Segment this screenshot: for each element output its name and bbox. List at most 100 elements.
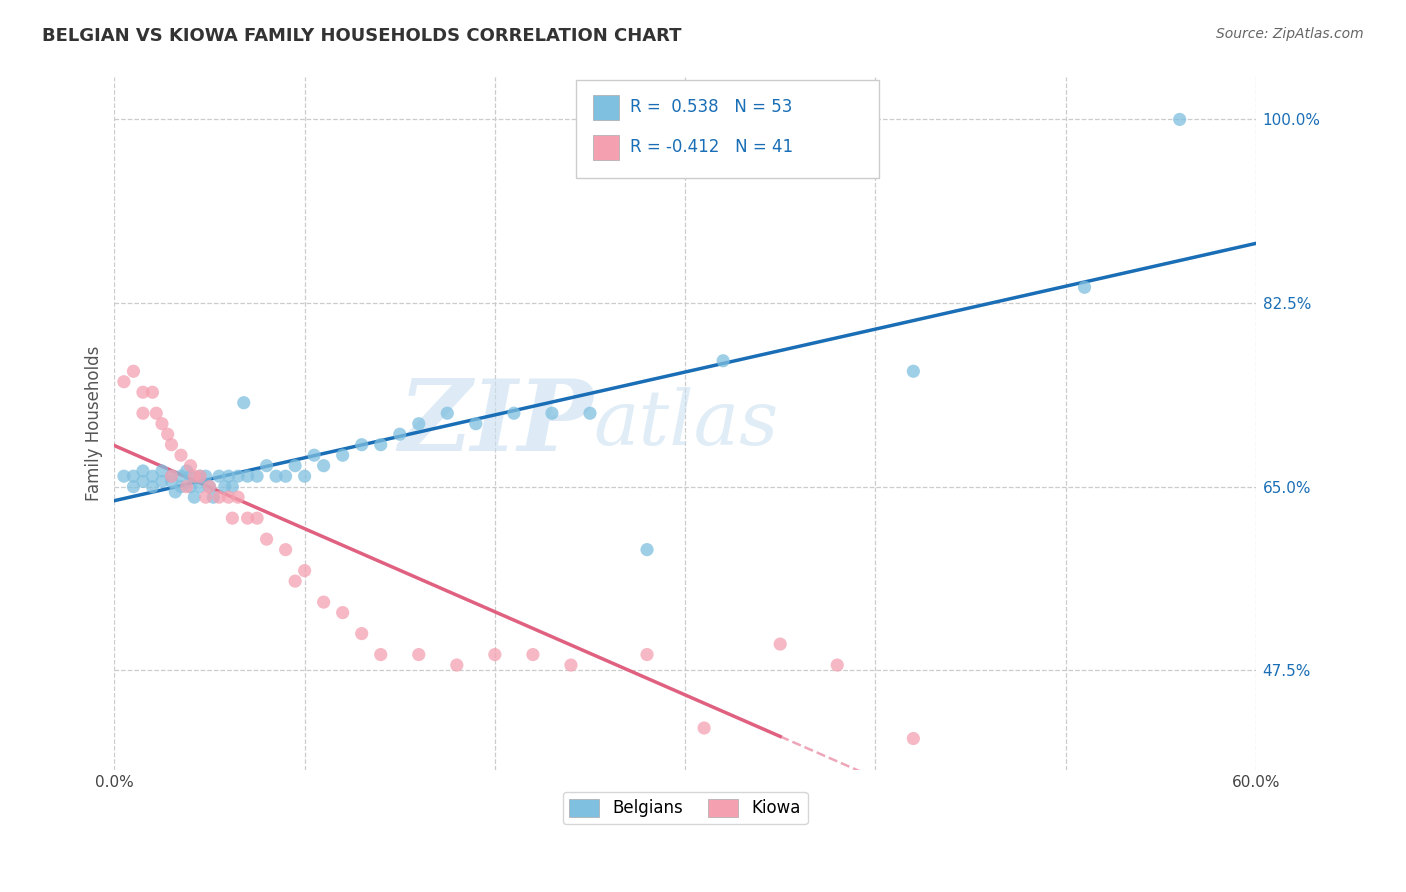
Point [274,542,297,557]
Point [221,511,243,525]
Point [198,480,221,494]
Point [302,448,325,462]
Point [226,490,249,504]
Point [408,417,430,431]
Point [464,417,486,431]
Point [141,469,163,483]
Y-axis label: Family Households: Family Households [86,346,103,501]
Point [484,648,506,662]
Point [232,395,254,409]
Point [522,648,544,662]
Point [284,574,307,588]
Point [194,469,217,483]
Point [160,475,183,489]
Point [170,469,193,483]
Point [693,721,716,735]
Point [370,648,392,662]
Point [170,480,193,494]
Point [256,458,278,473]
Point [903,364,925,378]
Point [176,464,198,478]
Legend: Belgians, Kiowa: Belgians, Kiowa [562,792,807,824]
Point [1168,112,1191,127]
Point [150,464,173,478]
Text: BELGIAN VS KIOWA FAMILY HOUSEHOLDS CORRELATION CHART: BELGIAN VS KIOWA FAMILY HOUSEHOLDS CORRE… [42,27,682,45]
Point [226,469,249,483]
Point [218,490,240,504]
Point [408,648,430,662]
Point [711,353,734,368]
Point [284,458,307,473]
Point [246,511,269,525]
Point [188,469,211,483]
Point [183,490,205,504]
Point [294,469,316,483]
Point [436,406,458,420]
Point [246,469,269,483]
Point [141,480,163,494]
Point [236,511,259,525]
Point [502,406,524,420]
Point [218,469,240,483]
Point [122,469,145,483]
Point [332,606,354,620]
Point [903,731,925,746]
Point [560,658,582,673]
Point [370,438,392,452]
Text: atlas: atlas [593,387,779,461]
Point [183,469,205,483]
Text: R =  0.538   N = 53: R = 0.538 N = 53 [630,98,792,116]
Point [122,364,145,378]
Point [332,448,354,462]
Point [350,626,373,640]
Point [160,438,183,452]
Point [179,458,201,473]
Point [446,658,468,673]
Point [214,480,236,494]
Point [312,458,335,473]
Point [312,595,335,609]
Point [156,427,179,442]
Point [188,469,211,483]
Text: ZIP: ZIP [399,376,593,472]
Point [179,480,201,494]
Point [636,542,658,557]
Point [198,480,221,494]
Point [165,484,187,499]
Point [236,469,259,483]
Point [160,469,183,483]
Point [825,658,848,673]
Point [1073,280,1095,294]
Point [208,469,231,483]
Point [122,480,145,494]
Point [145,406,167,420]
Point [256,532,278,546]
Point [202,490,225,504]
Text: R = -0.412   N = 41: R = -0.412 N = 41 [630,138,793,156]
Point [132,385,155,400]
Point [194,490,217,504]
Point [112,375,135,389]
Point [274,469,297,483]
Point [176,480,198,494]
Point [141,385,163,400]
Point [170,448,193,462]
Point [112,469,135,483]
Point [264,469,287,483]
Point [579,406,602,420]
Point [221,480,243,494]
Point [150,417,173,431]
Point [188,480,211,494]
Point [132,475,155,489]
Point [541,406,564,420]
Point [294,564,316,578]
Point [350,438,373,452]
Point [160,469,183,483]
Point [132,464,155,478]
Point [179,469,201,483]
Point [388,427,411,442]
Point [769,637,792,651]
Point [150,475,173,489]
Point [208,490,231,504]
Point [636,648,658,662]
